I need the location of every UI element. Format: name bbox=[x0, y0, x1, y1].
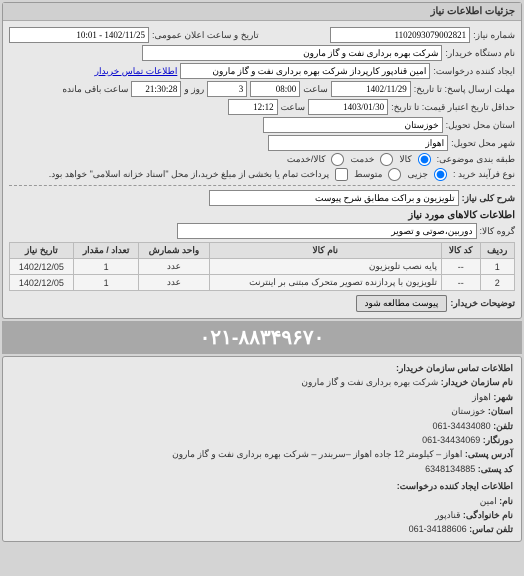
creator-name-val: امین bbox=[480, 496, 497, 506]
purchase-type-label: نوع فرآیند خرید : bbox=[453, 169, 515, 180]
creator-family-val: قنادپور bbox=[435, 510, 460, 520]
separator-1 bbox=[9, 185, 515, 186]
subject-class-label: طبقه بندی موضوعی: bbox=[437, 154, 515, 165]
cell-need-date: 1402/12/05 bbox=[10, 259, 74, 275]
response-deadline-label: مهلت ارسال پاسخ: تا تاریخ: bbox=[414, 84, 515, 95]
need-number-field[interactable] bbox=[330, 27, 470, 43]
cell-code: -- bbox=[441, 275, 480, 291]
delivery-city-field[interactable] bbox=[268, 135, 448, 151]
request-creator-field[interactable] bbox=[180, 63, 430, 79]
response-date-field[interactable] bbox=[331, 81, 411, 97]
creator-phone-key: تلفن تماس: bbox=[469, 524, 513, 534]
table-row[interactable]: 1 -- پایه نصب تلویزیون عدد 1 1402/12/05 bbox=[10, 259, 515, 275]
purchase-small-label: جزیی bbox=[407, 169, 428, 180]
creator-family-key: نام خانوادگی: bbox=[463, 510, 513, 520]
expiry-deadline-label: حداقل تاریخ اعتبار قیمت: تا تاریخ: bbox=[391, 102, 515, 113]
expiry-time-field[interactable] bbox=[228, 99, 278, 115]
col-row: ردیف bbox=[480, 243, 514, 259]
need-desc-field[interactable] bbox=[209, 190, 459, 206]
cell-name: تلویزیون با پردازنده تصویر متحرک مبتنی ب… bbox=[209, 275, 441, 291]
expiry-date-field[interactable] bbox=[308, 99, 388, 115]
org-name-val: شرکت بهره برداری نفت و گاز مارون bbox=[301, 377, 438, 387]
cell-row: 2 bbox=[480, 275, 514, 291]
request-creator-label: ایجاد کننده درخواست: bbox=[433, 66, 515, 77]
org-fax-key: دورنگار: bbox=[483, 435, 513, 445]
buyer-contact-link[interactable]: اطلاعات تماس خریدار bbox=[95, 66, 178, 77]
cell-name: پایه نصب تلویزیون bbox=[209, 259, 441, 275]
buyer-notes-label: توضیحات خریدار: bbox=[450, 298, 515, 309]
purchase-small-radio[interactable] bbox=[434, 168, 447, 181]
buyer-device-field[interactable] bbox=[142, 45, 442, 61]
item-group-field[interactable] bbox=[177, 223, 477, 239]
need-desc-label: شرح کلی نیاز: bbox=[462, 193, 515, 204]
response-days-field[interactable] bbox=[207, 81, 247, 97]
subject-service-label: خدمت bbox=[350, 154, 374, 165]
postal-code-val: 6348134885 bbox=[425, 464, 475, 474]
subject-service-radio[interactable] bbox=[380, 153, 393, 166]
subject-goods-radio[interactable] bbox=[418, 153, 431, 166]
need-number-label: شماره نیاز: bbox=[473, 30, 515, 41]
remaining-label: ساعت باقی مانده bbox=[62, 84, 128, 95]
form-body: شماره نیاز: تاریخ و ساعت اعلان عمومی: نا… bbox=[3, 21, 521, 318]
cell-code: -- bbox=[441, 259, 480, 275]
cell-need-date: 1402/12/05 bbox=[10, 275, 74, 291]
cell-qty: 1 bbox=[73, 259, 139, 275]
payment-note-checkbox[interactable] bbox=[335, 168, 348, 181]
cell-unit: عدد bbox=[139, 259, 209, 275]
org-city-val: اهواز bbox=[472, 392, 491, 402]
col-unit: واحد شمارش bbox=[139, 243, 209, 259]
item-group-label: گروه کالا: bbox=[480, 226, 515, 237]
creator-phone-val: 34188606-061 bbox=[409, 524, 467, 534]
cell-unit: عدد bbox=[139, 275, 209, 291]
buyer-org-info: اطلاعات تماس سازمان خریدار: نام سازمان خ… bbox=[3, 357, 521, 541]
org-phone-key: تلفن: bbox=[493, 421, 513, 431]
org-province-val: خوزستان bbox=[451, 406, 485, 416]
need-details-panel: جزئیات اطلاعات نیاز شماره نیاز: تاریخ و … bbox=[2, 2, 522, 319]
items-info-title: اطلاعات کالاهای مورد نیاز bbox=[9, 210, 515, 221]
buyer-device-label: نام دستگاه خریدار: bbox=[445, 48, 515, 59]
announce-dt-field[interactable] bbox=[9, 27, 149, 43]
table-row[interactable]: 2 -- تلویزیون با پردازنده تصویر متحرک مب… bbox=[10, 275, 515, 291]
delivery-province-field[interactable] bbox=[263, 117, 443, 133]
creator-name-key: نام: bbox=[499, 496, 513, 506]
cell-qty: 1 bbox=[73, 275, 139, 291]
delivery-province-label: استان محل تحویل: bbox=[446, 120, 515, 131]
org-city-key: شهر: bbox=[493, 392, 513, 402]
col-code: کد کالا bbox=[441, 243, 480, 259]
contact-info-panel: اطلاعات تماس سازمان خریدار: نام سازمان خ… bbox=[2, 356, 522, 542]
postal-addr-val: اهواز – کیلومتر 12 جاده اهواز –سربندر – … bbox=[172, 449, 462, 459]
col-qty: تعداد / مقدار bbox=[73, 243, 139, 259]
subject-goods-label: کالا bbox=[399, 154, 411, 165]
cell-row: 1 bbox=[480, 259, 514, 275]
day-label: روز و bbox=[184, 84, 204, 95]
col-name: نام کالا bbox=[209, 243, 441, 259]
org-province-key: استان: bbox=[488, 406, 513, 416]
creator-info-title: اطلاعات ایجاد کننده درخواست: bbox=[11, 479, 513, 493]
attachment-button[interactable]: پیوست مطالعه شود bbox=[356, 295, 448, 312]
payment-note-label: پرداخت تمام یا بخشی از مبلغ خرید،از محل … bbox=[49, 169, 329, 180]
announce-dt-label: تاریخ و ساعت اعلان عمومی: bbox=[152, 30, 259, 41]
purchase-medium-radio[interactable] bbox=[388, 168, 401, 181]
org-fax-val: 34434069-061 bbox=[422, 435, 480, 445]
org-name-key: نام سازمان خریدار: bbox=[441, 377, 513, 387]
time-label-1: ساعت bbox=[303, 84, 328, 95]
col-need-date: تاریخ نیاز bbox=[10, 243, 74, 259]
buyer-org-info-title: اطلاعات تماس سازمان خریدار: bbox=[11, 361, 513, 375]
subject-goodsservice-label: کالا/خدمت bbox=[287, 154, 326, 165]
response-time-field[interactable] bbox=[250, 81, 300, 97]
phone-strip: ۰۲۱-۸۸۳۴۹۶۷۰ bbox=[2, 321, 522, 354]
delivery-city-label: شهر محل تحویل: bbox=[451, 138, 515, 149]
panel-title: جزئیات اطلاعات نیاز bbox=[3, 3, 521, 21]
org-phone-val: 34434080-061 bbox=[433, 421, 491, 431]
postal-addr-key: آدرس پستی: bbox=[465, 449, 513, 459]
subject-goodsservice-radio[interactable] bbox=[331, 153, 344, 166]
time-label-2: ساعت bbox=[281, 102, 306, 113]
items-table: ردیف کد کالا نام کالا واحد شمارش تعداد /… bbox=[9, 242, 515, 291]
postal-code-key: کد پستی: bbox=[478, 464, 513, 474]
remaining-time-field[interactable] bbox=[131, 81, 181, 97]
purchase-medium-label: متوسط bbox=[354, 169, 382, 180]
